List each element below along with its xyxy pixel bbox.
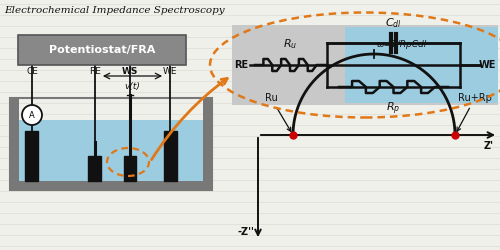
- Text: Z': Z': [484, 141, 494, 151]
- Text: v(t): v(t): [124, 82, 140, 91]
- FancyBboxPatch shape: [124, 156, 136, 181]
- Text: WE: WE: [478, 60, 496, 70]
- FancyBboxPatch shape: [232, 25, 498, 105]
- Text: CE: CE: [26, 67, 38, 76]
- Text: $R_p$: $R_p$: [386, 101, 400, 117]
- FancyBboxPatch shape: [345, 27, 498, 103]
- Text: A: A: [29, 110, 35, 120]
- FancyBboxPatch shape: [164, 131, 177, 181]
- FancyBboxPatch shape: [25, 131, 38, 181]
- FancyBboxPatch shape: [10, 98, 19, 190]
- Text: $C_{dl}$: $C_{dl}$: [385, 16, 402, 30]
- Text: -Z'': -Z'': [237, 227, 254, 237]
- FancyBboxPatch shape: [18, 35, 186, 65]
- Text: WE: WE: [163, 67, 177, 76]
- FancyBboxPatch shape: [10, 181, 212, 190]
- Text: WS: WS: [122, 67, 138, 76]
- Text: Potentiostat/FRA: Potentiostat/FRA: [49, 45, 155, 55]
- Text: RE: RE: [89, 67, 101, 76]
- Text: Ru+Rp: Ru+Rp: [457, 93, 492, 131]
- Text: $R_u$: $R_u$: [283, 37, 297, 51]
- Circle shape: [22, 105, 42, 125]
- FancyBboxPatch shape: [203, 98, 212, 190]
- Text: Electrochemical Impedance Spectroscopy: Electrochemical Impedance Spectroscopy: [4, 6, 224, 15]
- FancyBboxPatch shape: [19, 120, 203, 181]
- Text: RE: RE: [234, 60, 248, 70]
- FancyBboxPatch shape: [88, 156, 101, 181]
- Text: ω=1/RpCdl: ω=1/RpCdl: [377, 40, 427, 49]
- Text: Ru: Ru: [264, 93, 291, 132]
